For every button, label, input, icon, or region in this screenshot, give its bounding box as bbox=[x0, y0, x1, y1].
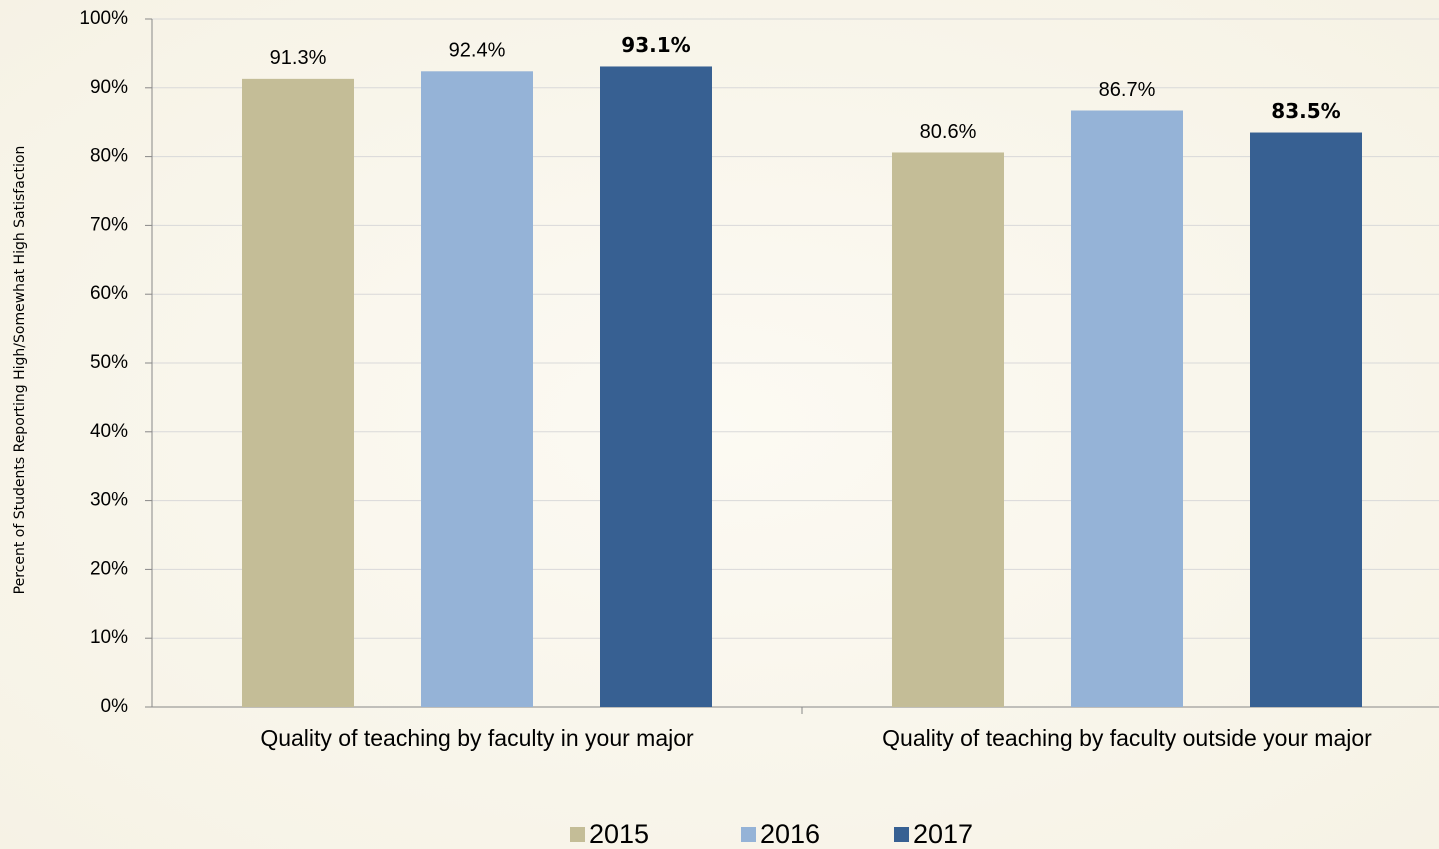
legend-label: 2015 bbox=[589, 819, 649, 849]
y-tick-label: 70% bbox=[90, 214, 128, 235]
x-tick-label: Quality of teaching by faculty in your m… bbox=[260, 725, 694, 751]
bar bbox=[421, 71, 533, 707]
legend-swatch bbox=[570, 827, 585, 842]
y-tick-label: 10% bbox=[90, 627, 128, 648]
y-tick-label: 90% bbox=[90, 77, 128, 98]
legend-swatch bbox=[894, 827, 909, 842]
y-tick-label: 60% bbox=[90, 283, 128, 304]
x-tick-label: Quality of teaching by faculty outside y… bbox=[882, 725, 1372, 751]
value-label: 91.3% bbox=[270, 47, 327, 69]
legend-swatch bbox=[741, 827, 756, 842]
bar bbox=[600, 66, 712, 708]
legend-label: 2016 bbox=[760, 819, 820, 849]
legend-label: 2017 bbox=[913, 819, 973, 849]
y-tick-label: 30% bbox=[90, 490, 128, 511]
y-tick-label: 20% bbox=[90, 558, 128, 579]
y-tick-label: 100% bbox=[79, 8, 128, 29]
bar bbox=[242, 78, 354, 707]
bar bbox=[892, 152, 1004, 708]
bar bbox=[1250, 132, 1362, 707]
value-label: 83.5% bbox=[1271, 99, 1340, 123]
y-axis-title: Percent of Students Reporting High/Somew… bbox=[12, 146, 28, 595]
value-label: 93.1% bbox=[621, 33, 690, 57]
bar bbox=[1071, 110, 1183, 707]
value-label: 86.7% bbox=[1099, 79, 1156, 101]
y-tick-label: 80% bbox=[90, 146, 128, 167]
y-tick-label: 50% bbox=[90, 352, 128, 373]
y-tick-label: 0% bbox=[101, 696, 129, 717]
value-label: 80.6% bbox=[920, 121, 977, 143]
value-label: 92.4% bbox=[449, 40, 506, 62]
y-tick-label: 40% bbox=[90, 421, 128, 442]
